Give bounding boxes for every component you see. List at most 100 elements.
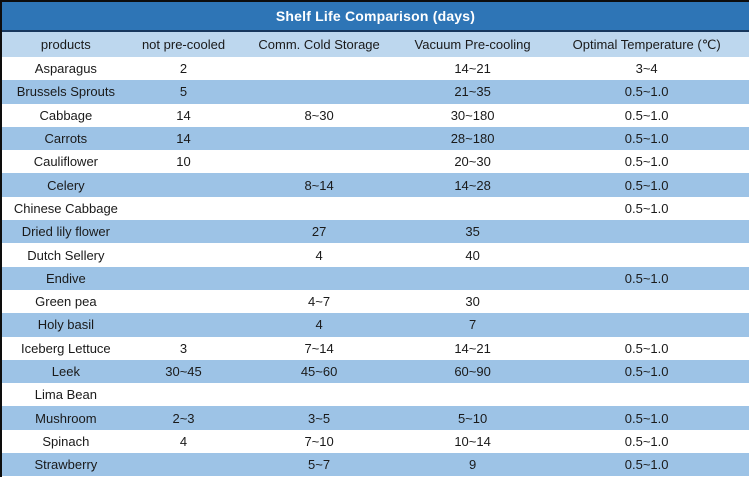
product-cell: Iceberg Lettuce — [2, 336, 130, 360]
value-cell — [129, 289, 238, 314]
table-row: Endive 0.5~1.0 — [2, 266, 749, 290]
value-cell — [544, 220, 749, 244]
value-cell: 60~90 — [400, 359, 545, 384]
column-header-optimal-temperature: Optimal Temperature (℃) — [544, 32, 749, 57]
table-row: Iceberg Lettuce 3 7~14 14~21 0.5~1.0 — [2, 336, 749, 360]
table-row: Dutch Sellery 4 40 — [2, 243, 749, 267]
product-cell: Brussels Sprouts — [2, 80, 130, 104]
value-cell — [129, 243, 238, 267]
value-cell — [237, 383, 401, 407]
value-cell: 4~7 — [237, 289, 401, 314]
table-row: Chinese Cabbage 0.5~1.0 — [2, 196, 749, 221]
value-cell: 14 — [129, 126, 238, 151]
value-cell — [129, 313, 238, 337]
value-cell: 0.5~1.0 — [544, 196, 749, 221]
value-cell — [237, 150, 401, 174]
value-cell: 40 — [400, 243, 545, 267]
value-cell — [544, 243, 749, 267]
value-cell: 2 — [129, 57, 238, 81]
product-cell: Endive — [2, 266, 130, 290]
value-cell — [129, 173, 238, 197]
value-cell: 3~4 — [544, 57, 749, 81]
value-cell: 27 — [237, 220, 401, 244]
value-cell — [129, 266, 238, 290]
table-row: Celery 8~14 14~28 0.5~1.0 — [2, 173, 749, 197]
value-cell — [544, 313, 749, 337]
product-cell: Dried lily flower — [2, 220, 130, 244]
table-row: Mushroom 2~3 3~5 5~10 0.5~1.0 — [2, 406, 749, 430]
value-cell: 30 — [400, 289, 545, 314]
table-row: Leek 30~45 45~60 60~90 0.5~1.0 — [2, 359, 749, 384]
table-row: Green pea 4~7 30 — [2, 289, 749, 314]
value-cell: 0.5~1.0 — [544, 429, 749, 454]
value-cell: 0.5~1.0 — [544, 80, 749, 104]
header-row: products not pre-cooled Comm. Cold Stora… — [2, 32, 749, 57]
value-cell: 8~30 — [237, 103, 401, 127]
table-row: Holy basil 4 7 — [2, 313, 749, 337]
value-cell: 3~5 — [237, 406, 401, 430]
shelf-life-table: products not pre-cooled Comm. Cold Stora… — [2, 32, 749, 477]
value-cell: 14~21 — [400, 57, 545, 81]
table-row: Carrots 14 28~180 0.5~1.0 — [2, 126, 749, 151]
value-cell: 0.5~1.0 — [544, 126, 749, 151]
value-cell: 5 — [129, 80, 238, 104]
value-cell: 45~60 — [237, 359, 401, 384]
value-cell: 5~7 — [237, 453, 401, 477]
value-cell: 14~21 — [400, 336, 545, 360]
value-cell: 8~14 — [237, 173, 401, 197]
value-cell: 0.5~1.0 — [544, 336, 749, 360]
product-cell: Chinese Cabbage — [2, 196, 130, 221]
value-cell: 2~3 — [129, 406, 238, 430]
value-cell: 3 — [129, 336, 238, 360]
product-cell: Celery — [2, 173, 130, 197]
table-row: Cauliflower 10 20~30 0.5~1.0 — [2, 150, 749, 174]
table-row: Cabbage 14 8~30 30~180 0.5~1.0 — [2, 103, 749, 127]
table-row: Lima Bean — [2, 383, 749, 407]
value-cell — [237, 266, 401, 290]
product-cell: Lima Bean — [2, 383, 130, 407]
value-cell — [237, 196, 401, 221]
value-cell: 5~10 — [400, 406, 545, 430]
value-cell: 9 — [400, 453, 545, 477]
product-cell: Leek — [2, 359, 130, 384]
value-cell: 30~180 — [400, 103, 545, 127]
value-cell: 10~14 — [400, 429, 545, 454]
product-cell: Carrots — [2, 126, 130, 151]
value-cell — [544, 289, 749, 314]
product-cell: Cabbage — [2, 103, 130, 127]
table-row: Spinach 4 7~10 10~14 0.5~1.0 — [2, 429, 749, 454]
column-header-vacuum-pre-cooling: Vacuum Pre-cooling — [400, 32, 545, 57]
product-cell: Cauliflower — [2, 150, 130, 174]
table-title: Shelf Life Comparison (days) — [2, 2, 749, 32]
value-cell — [237, 80, 401, 104]
table-row: Asparagus 2 14~21 3~4 — [2, 57, 749, 81]
value-cell: 20~30 — [400, 150, 545, 174]
table-header: products not pre-cooled Comm. Cold Stora… — [2, 32, 749, 57]
value-cell: 28~180 — [400, 126, 545, 151]
value-cell — [129, 220, 238, 244]
column-header-comm-cold-storage: Comm. Cold Storage — [237, 32, 401, 57]
value-cell — [237, 126, 401, 151]
value-cell — [237, 57, 401, 81]
value-cell — [400, 196, 545, 221]
table-row: Brussels Sprouts 5 21~35 0.5~1.0 — [2, 80, 749, 104]
product-cell: Spinach — [2, 429, 130, 454]
product-cell: Strawberry — [2, 453, 130, 477]
value-cell: 21~35 — [400, 80, 545, 104]
value-cell: 7 — [400, 313, 545, 337]
product-cell: Asparagus — [2, 57, 130, 81]
value-cell: 0.5~1.0 — [544, 266, 749, 290]
value-cell — [544, 383, 749, 407]
value-cell: 7~10 — [237, 429, 401, 454]
value-cell: 0.5~1.0 — [544, 406, 749, 430]
value-cell — [129, 383, 238, 407]
value-cell: 0.5~1.0 — [544, 173, 749, 197]
value-cell — [129, 196, 238, 221]
value-cell: 4 — [237, 313, 401, 337]
value-cell: 7~14 — [237, 336, 401, 360]
column-header-not-pre-cooled: not pre-cooled — [129, 32, 238, 57]
value-cell: 14 — [129, 103, 238, 127]
value-cell: 4 — [129, 429, 238, 454]
table-row: Strawberry 5~7 9 0.5~1.0 — [2, 453, 749, 477]
